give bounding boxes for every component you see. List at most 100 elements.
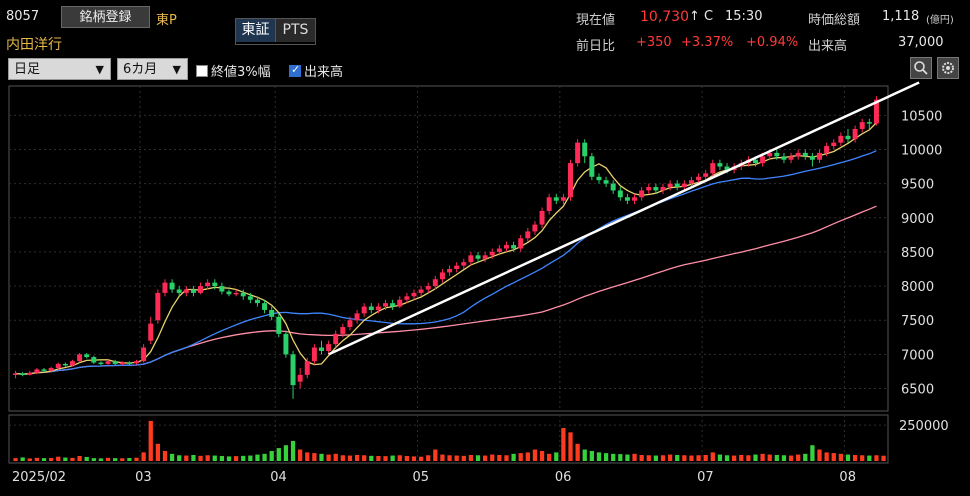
- candle-body: [688, 180, 694, 184]
- candle-body: [319, 347, 324, 351]
- volume-bar: [881, 455, 886, 461]
- volume-value: 37,000: [898, 35, 944, 50]
- volume-bar: [703, 454, 708, 461]
- volume-bar: [511, 453, 516, 461]
- candle-body: [347, 320, 353, 328]
- candle-body: [390, 303, 396, 307]
- candle-body: [482, 255, 488, 259]
- volume-bar: [191, 454, 196, 461]
- candle-body: [41, 369, 47, 371]
- close3-toggle[interactable]: 終値3%幅: [196, 61, 271, 80]
- volume-bar: [532, 449, 538, 461]
- volume-bar: [326, 454, 331, 461]
- candle-body: [205, 282, 211, 287]
- volume-bar: [390, 455, 395, 461]
- volume-bar: [760, 453, 765, 461]
- candle-body: [190, 289, 196, 293]
- volume-bar: [767, 454, 772, 461]
- candle-body: [162, 282, 168, 293]
- candle-body: [276, 316, 282, 334]
- volume-bar: [290, 440, 296, 461]
- change-pct: +3.37%: [681, 35, 734, 50]
- price-tick-label: 6500: [901, 383, 934, 398]
- volume-toggle[interactable]: 出来高: [289, 61, 343, 80]
- candle-body: [375, 306, 381, 310]
- volume-bar: [667, 454, 673, 461]
- candle-body: [461, 262, 467, 266]
- candle-body: [297, 374, 303, 382]
- candle-body: [546, 197, 552, 211]
- volume-bar: [504, 455, 509, 461]
- volume-tick-label: 250000: [899, 419, 949, 434]
- volume-bar: [625, 454, 630, 461]
- candle-body: [475, 255, 481, 259]
- tab-tse[interactable]: 東証: [236, 19, 276, 42]
- market-label: 東P: [156, 13, 177, 28]
- volume-bar: [41, 458, 47, 461]
- volume-bar: [312, 453, 317, 461]
- price-tick-label: 7000: [901, 348, 934, 363]
- volume-bar: [454, 455, 459, 461]
- candle-body: [98, 362, 104, 365]
- range-select[interactable]: 6カ月 ▼: [117, 58, 188, 80]
- volume-bar: [127, 457, 132, 461]
- candle-body: [219, 286, 225, 292]
- candle-body: [126, 362, 132, 365]
- register-button[interactable]: 銘柄登録: [61, 6, 150, 28]
- volume-bar: [732, 455, 737, 461]
- stock-code: 8057: [6, 9, 40, 24]
- candle-body: [361, 306, 367, 314]
- magnifier-icon[interactable]: [910, 57, 932, 79]
- volume-bar: [603, 453, 609, 461]
- volume-bar: [56, 456, 61, 461]
- candle-body: [667, 183, 673, 188]
- mcap-label: 時価総額: [808, 13, 861, 28]
- candle-body: [624, 197, 630, 201]
- candle-body: [503, 245, 509, 249]
- volume-bar: [426, 455, 431, 461]
- volume-bar: [845, 454, 851, 461]
- price-tick-label: 7500: [901, 314, 934, 329]
- x-tick-label: 2025/02: [12, 470, 66, 485]
- close3-checkbox[interactable]: [196, 65, 208, 77]
- volume-checkbox[interactable]: [289, 63, 301, 77]
- volume-bar: [276, 448, 281, 461]
- volume-bar: [482, 455, 488, 461]
- candle-body: [48, 368, 54, 371]
- price-tick-label: 10000: [901, 143, 942, 158]
- volume-bar: [774, 454, 779, 461]
- candle-body: [240, 292, 246, 297]
- candle-body: [226, 291, 232, 295]
- volume-bar: [753, 454, 758, 461]
- volume-bar: [632, 453, 637, 461]
- tab-pts[interactable]: PTS: [276, 19, 315, 42]
- volume-bar: [184, 455, 189, 461]
- candle-body: [34, 369, 40, 373]
- candle-body: [639, 190, 645, 198]
- volume-label: 出来高: [808, 39, 848, 54]
- candle-body: [91, 357, 97, 363]
- volume-bar: [675, 454, 680, 461]
- candle-body: [13, 373, 19, 375]
- volume-bar: [177, 455, 182, 461]
- volume-bar: [433, 449, 438, 461]
- volume-bar: [248, 455, 253, 461]
- volume-bar: [831, 453, 836, 461]
- volume-bar: [824, 452, 829, 461]
- volume-bar: [874, 455, 879, 461]
- gear-icon[interactable]: [937, 57, 959, 79]
- mcap-value: 1,118: [882, 9, 920, 24]
- volume-bar: [169, 453, 175, 461]
- candle-body: [525, 231, 531, 239]
- candle-body: [311, 347, 317, 362]
- candle-body: [254, 299, 260, 304]
- candle-body: [340, 327, 346, 334]
- period-select-value: 日足: [14, 62, 41, 77]
- candle-body: [753, 159, 758, 164]
- volume-bar: [440, 454, 445, 461]
- period-select[interactable]: 日足 ▼: [8, 58, 111, 80]
- x-tick-label: 07: [697, 470, 714, 485]
- x-tick-label: 03: [135, 470, 152, 485]
- price-tick-label: 8500: [901, 246, 934, 261]
- volume-bar: [568, 432, 573, 461]
